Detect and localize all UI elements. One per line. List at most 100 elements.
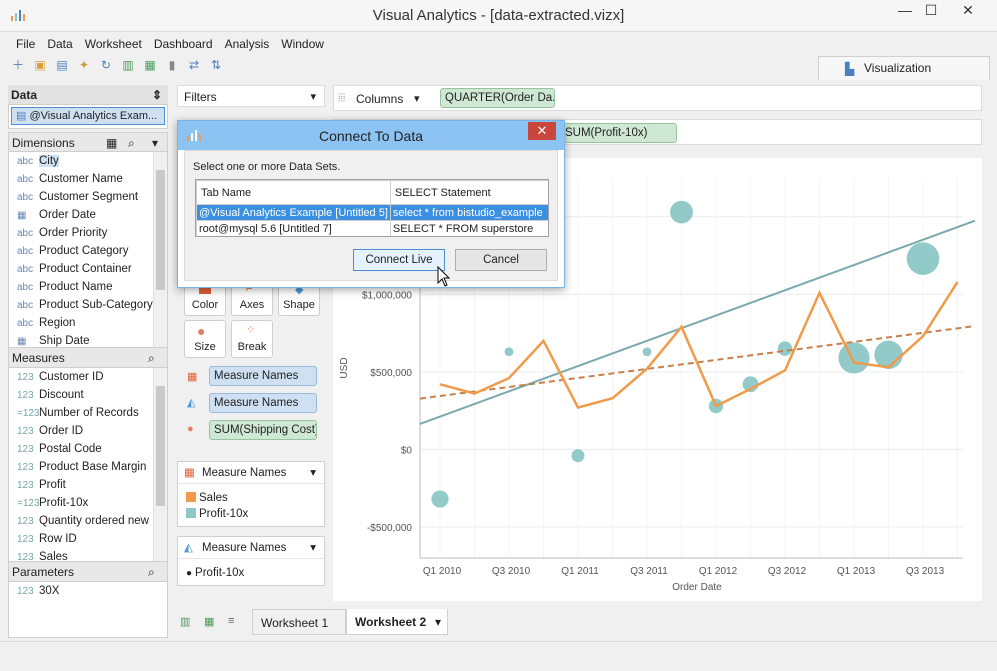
tab-worksheet-2[interactable]: Worksheet 2 ▾ [346,609,448,635]
data-source-icon[interactable]: ✦ [78,58,90,72]
tab-worksheet-1[interactable]: Worksheet 1 [252,609,346,635]
open-folder-icon[interactable]: ▣ [34,58,46,72]
measure-item[interactable]: 123 Order ID [9,422,167,440]
add-worksheet-icon[interactable]: ▥ [122,58,134,72]
size-button[interactable]: ● Size [184,320,226,358]
color-legend-item[interactable]: Profit-10x [178,506,324,522]
dimension-item[interactable]: abc Product Container [9,260,167,278]
measure-item[interactable]: 123 Postal Code [9,440,167,458]
measure-item[interactable]: 123 Profit [9,476,167,494]
measure-item[interactable]: =123Number of Records [9,404,167,422]
dimension-item[interactable]: abc Region [9,314,167,332]
data-source-item[interactable]: ▤ @Visual Analytics Exam... [11,107,165,125]
measures-list: 123 Customer ID 123 Discount =123Number of R… [8,368,168,562]
chevron-down-icon[interactable]: ▾ [310,91,316,103]
columns-icon: ⦙⦙⦙ [338,92,346,104]
search-icon[interactable]: ⌕ [148,565,155,579]
bar-chart-icon[interactable]: ▮ [168,58,176,72]
columns-pill[interactable]: QUARTER(Order Da... [440,88,555,108]
measure-item[interactable]: 123 Customer ID [9,368,167,386]
dataset-row-selected[interactable]: @Visual Analytics Example [Untitled 5] se… [196,204,548,221]
profit-bubble [777,341,793,356]
save-icon[interactable]: ▤ [56,58,68,72]
add-dashboard-icon[interactable]: ▦ [144,58,156,72]
dimension-item[interactable]: abc Product Name [9,278,167,296]
y-tick-label: -$500,000 [367,523,412,534]
new-worksheet-icon[interactable]: ▥ [180,616,191,628]
visualization-tab[interactable]: ▙ Visualization [818,56,990,80]
cancel-button[interactable]: Cancel [455,249,547,271]
measures-scrollbar[interactable] [153,368,167,561]
maximize-button[interactable]: ☐ [924,2,938,18]
shape-pill[interactable]: Measure Names [209,393,317,413]
text-type-icon: abc [17,318,34,329]
dimension-item[interactable]: abc Customer Name [9,170,167,188]
measure-item[interactable]: 123 Discount [9,386,167,404]
database-icon: ▤ [16,110,30,122]
data-menu-icon[interactable]: ⇕ [151,88,162,102]
table-view-icon[interactable]: ▦ [106,136,118,150]
profit-bubble [906,242,940,275]
x-tick-label: Q3 2012 [768,566,807,577]
dimension-item[interactable]: ▦ Ship Date [9,332,167,347]
rows-pill[interactable]: SUM(Profit-10x) [560,123,677,143]
data-panel: Data ⇕ ▤ @Visual Analytics Exam... Dimens… [8,85,168,641]
shape-legend-item[interactable]: ● Profit-10x [186,567,245,579]
circle-icon: ● [186,568,193,579]
marks-card: Color ⌐ Axes ◆ Shape ● Size ⁘ Break ▦ Measur… [177,270,325,450]
dialog-close-button[interactable]: ✕ [528,122,556,140]
menu-dashboard[interactable]: Dashboard [153,37,213,51]
dimension-item[interactable]: abc City [9,152,167,170]
number-type-icon: 123 [17,552,34,562]
menu-analysis[interactable]: Analysis [224,37,270,51]
dimension-item[interactable]: abc Customer Segment [9,188,167,206]
sheet-list-icon[interactable]: ≡ [228,615,235,627]
menu-worksheet[interactable]: Worksheet [84,37,142,51]
measure-item[interactable]: =123Profit-10x [9,494,167,512]
color-legend-item[interactable]: Sales [178,490,324,506]
minimize-button[interactable]: — [898,2,912,18]
refresh-icon[interactable]: ↻ [100,58,112,72]
datasets-table-wrap: Tab Name SELECT Statement @Visual Analyti… [195,179,549,237]
menu-bar: File Data Worksheet Dashboard Analysis Window [0,34,997,54]
new-icon[interactable]: ＋ [11,58,24,72]
columns-shelf[interactable]: ⦙⦙⦙ Columns ▾ QUARTER(Order Da... [333,85,982,111]
menu-window[interactable]: Window [281,37,324,51]
visualization-tab-label: Visualization [864,61,932,75]
break-button[interactable]: ⁘ Break [231,320,273,358]
dimension-item[interactable]: abc Product Sub-Category [9,296,167,314]
chevron-down-icon[interactable]: ▾ [152,136,159,150]
measure-item[interactable]: 123 Row ID [9,530,167,548]
dimension-item[interactable]: abc Order Priority [9,224,167,242]
dimensions-scrollbar[interactable] [153,152,167,347]
dataset-row[interactable]: root@mysql 5.6 [Untitled 7] SELECT * FROM… [196,220,548,236]
filters-shelf[interactable]: Filters ▾ [177,85,325,107]
menu-data[interactable]: Data [47,37,73,51]
chevron-down-icon[interactable]: ▾ [414,93,420,105]
chevron-down-icon[interactable]: ▾ [434,615,441,629]
chevron-down-icon[interactable]: ▾ [310,542,316,554]
profit-bubble [571,449,585,463]
title-bar: Visual Analytics - [data-extracted.vizx]… [0,0,997,32]
text-type-icon: abc [17,174,34,185]
new-dashboard-icon[interactable]: ▦ [204,616,215,628]
search-icon[interactable]: ⌕ [148,351,155,365]
shape-legend-icon: ◭ [184,542,193,554]
dimension-item[interactable]: abc Product Category [9,242,167,260]
measure-item[interactable]: 123 Quantity ordered new [9,512,167,530]
color-pill[interactable]: Measure Names [209,366,317,386]
swap-icon[interactable]: ⇄ [188,58,200,72]
dimension-item[interactable]: ▦ Order Date [9,206,167,224]
parameter-item[interactable]: 123 30X [17,585,60,597]
chevron-down-icon[interactable]: ▾ [310,467,316,479]
connect-live-button[interactable]: Connect Live [353,249,445,271]
measure-item[interactable]: 123 Product Base Margin [9,458,167,476]
close-button[interactable]: ✕ [962,2,974,18]
search-icon[interactable]: ⌕ [128,136,135,150]
dimension-item-label: Order Date [39,209,96,221]
measures-header: Measures ⌕ [8,348,168,368]
size-pill[interactable]: SUM(Shipping Cost) [209,420,317,440]
measure-item[interactable]: 123 Sales [9,548,167,562]
menu-file[interactable]: File [16,37,36,51]
sort-icon[interactable]: ⇅ [210,58,222,72]
